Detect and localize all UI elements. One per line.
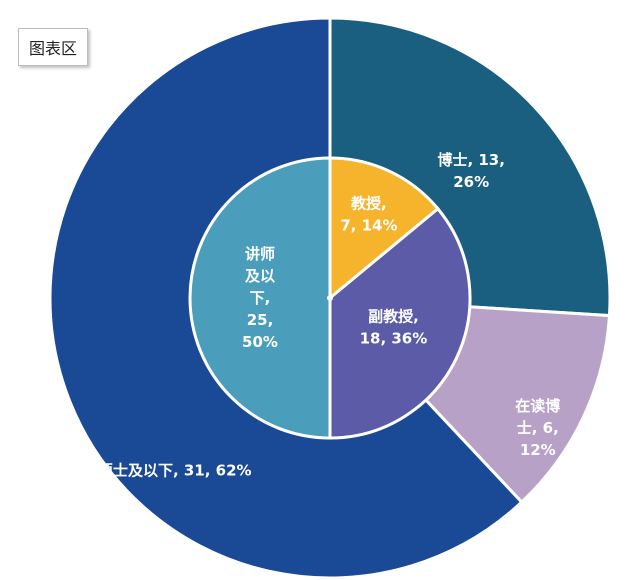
inner-slice-2 <box>188 156 332 440</box>
outer-slice-label-0: 博士, 13, 26% <box>437 151 505 191</box>
inner-slice-1 <box>328 206 472 440</box>
inner-ring <box>188 156 472 440</box>
inner-slice-0 <box>328 156 440 302</box>
inner-slice-label-2: 讲师及以下, 25, 50% <box>242 245 278 351</box>
slice-labels: 博士, 13, 26% 在读博士, 6, 12% 硕士及以下, 31, 62% 教授, 7,… <box>98 151 560 480</box>
chart-area-badge: 图表区 <box>18 28 89 66</box>
outer-slice-label-1: 在读博士, 6, 12% <box>515 397 560 459</box>
inner-slice-label-1: 副教授, 18, 36% <box>360 308 428 348</box>
outer-slice-label-2: 硕士及以下, 31, 62% <box>98 461 252 479</box>
center-dot <box>327 295 333 301</box>
inner-slice-label-0: 教授, 7, 14% <box>340 195 397 235</box>
